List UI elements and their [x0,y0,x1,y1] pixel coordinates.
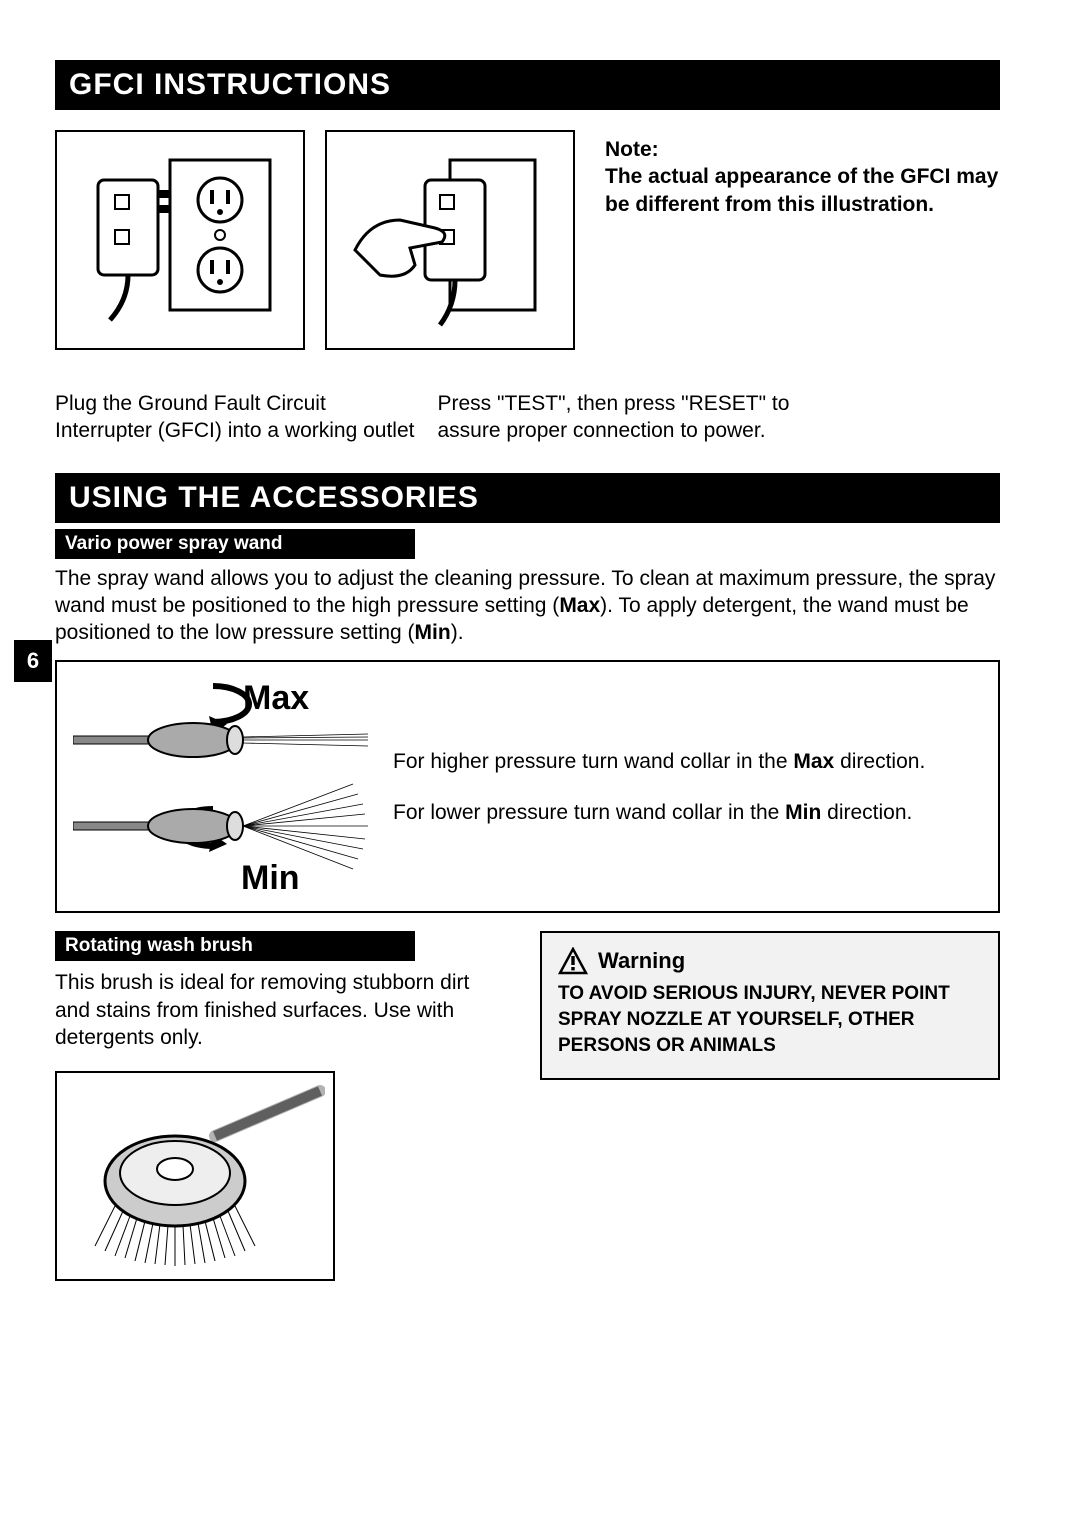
wand-instructions: For higher pressure turn wand collar in … [393,748,982,827]
wand-high-instr: For higher pressure turn wand collar in … [393,748,982,775]
gfci-outlet-illustration [55,130,305,350]
wand-low-1: For lower pressure turn wand collar in t… [393,801,785,824]
wand-high-2: direction. [834,750,925,773]
warning-icon [558,947,588,975]
wand-low-2: direction. [821,801,912,824]
warning-box: Warning TO AVOID SERIOUS INJURY, NEVER P… [540,931,1000,1080]
vario-intro-min: Min [415,621,451,644]
accessories-header: USING THE ACCESSORIES [55,473,1000,523]
gfci-press-illustration [325,130,575,350]
warning-heading: Warning [558,947,982,975]
wand-high-bold: Max [793,750,834,773]
brush-col: Rotating wash brush This brush is ideal … [55,931,510,1281]
page-number: 6 [14,640,52,682]
wand-high-1: For higher pressure turn wand collar in … [393,750,793,773]
warning-label: Warning [598,948,685,974]
gfci-captions: Plug the Ground Fault Circuit Interrupte… [55,390,1000,445]
vario-subheader: Vario power spray wand [55,529,415,559]
gfci-row: Note: The actual appearance of the GFCI … [55,130,1000,350]
min-label: Min [241,859,300,897]
vario-intro: The spray wand allows you to adjust the … [55,565,1000,647]
brush-text: This brush is ideal for removing stubbor… [55,969,510,1051]
wand-low-bold: Min [785,801,821,824]
brush-icon [65,1081,325,1271]
wand-illustration: Max Min [73,674,373,899]
wand-low-instr: For lower pressure turn wand collar in t… [393,799,982,826]
brush-row: Rotating wash brush This brush is ideal … [55,931,1000,1281]
wand-box: Max Min [55,660,1000,913]
press-icon [350,150,550,330]
gfci-note: Note: The actual appearance of the GFCI … [595,130,1000,218]
brush-illustration [55,1071,335,1281]
vario-intro-max: Max [559,594,600,617]
brush-subheader: Rotating wash brush [55,931,415,961]
vario-intro-3: ). [451,621,464,644]
gfci-caption-right: Press "TEST", then press "RESET" to assu… [438,390,801,445]
gfci-header: GFCI INSTRUCTIONS [55,60,1000,110]
gfci-right-col [325,130,575,350]
gfci-caption-left: Plug the Ground Fault Circuit Interrupte… [55,390,418,445]
warning-body: TO AVOID SERIOUS INJURY, NEVER POINT SPR… [558,981,982,1058]
gfci-left-col [55,130,305,350]
max-label: Max [243,679,309,717]
outlet-icon [80,150,280,330]
